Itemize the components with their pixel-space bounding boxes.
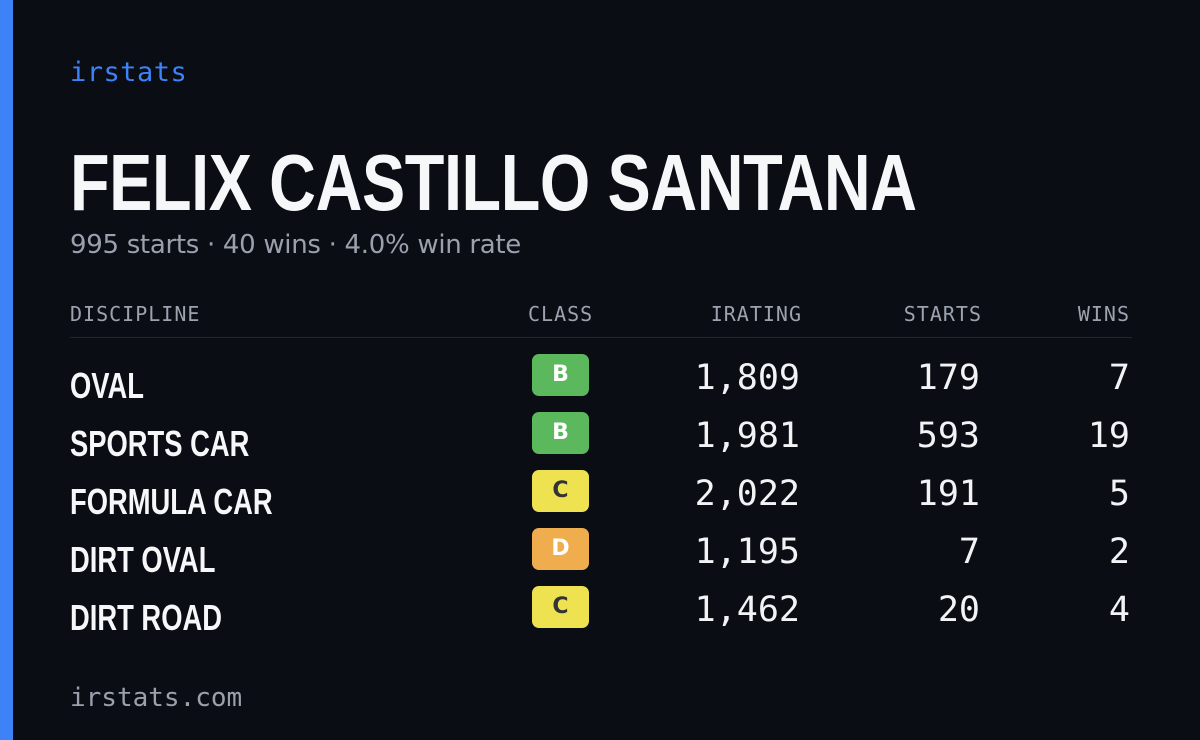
class-badge: D xyxy=(532,528,589,570)
player-name: FELIX CASTILLO SANTANA xyxy=(70,138,917,227)
irating-value: 1,809 xyxy=(694,358,800,398)
stats-table: OVAL B 1,809 179 7 SPORTS CAR B 1,981 59… xyxy=(70,352,1132,642)
header-discipline: DISCIPLINE xyxy=(70,302,201,326)
accent-bar xyxy=(0,0,13,740)
brand-logo-text: irstats xyxy=(70,57,188,88)
table-row: FORMULA CAR C 2,022 191 5 xyxy=(70,468,1132,526)
starts-value: 593 xyxy=(916,416,980,456)
header-class: CLASS xyxy=(528,302,594,326)
discipline-name: OVAL xyxy=(70,365,144,406)
player-summary: 995 starts · 40 wins · 4.0% win rate xyxy=(70,230,522,260)
wins-value: 4 xyxy=(1108,590,1130,630)
irating-value: 1,981 xyxy=(694,416,800,456)
table-row: SPORTS CAR B 1,981 593 19 xyxy=(70,410,1132,468)
discipline-name: FORMULA CAR xyxy=(70,481,273,522)
wins-value: 19 xyxy=(1087,416,1130,456)
table-header: DISCIPLINE CLASS IRATING STARTS WINS xyxy=(70,300,1132,330)
irating-value: 2,022 xyxy=(694,474,800,514)
starts-value: 179 xyxy=(916,358,980,398)
starts-value: 7 xyxy=(958,532,980,572)
class-badge: C xyxy=(532,586,589,628)
wins-value: 7 xyxy=(1108,358,1130,398)
table-row: DIRT ROAD C 1,462 20 4 xyxy=(70,584,1132,642)
header-wins: WINS xyxy=(1077,302,1130,326)
starts-value: 191 xyxy=(916,474,980,514)
irating-value: 1,195 xyxy=(694,532,800,572)
class-badge: B xyxy=(532,412,589,454)
discipline-name: DIRT ROAD xyxy=(70,597,222,638)
discipline-name: SPORTS CAR xyxy=(70,423,250,464)
table-row: DIRT OVAL D 1,195 7 2 xyxy=(70,526,1132,584)
wins-value: 5 xyxy=(1108,474,1130,514)
header-starts: STARTS xyxy=(903,302,982,326)
footer-site-url: irstats.com xyxy=(70,683,243,713)
wins-value: 2 xyxy=(1108,532,1130,572)
class-badge: B xyxy=(532,354,589,396)
header-irating: IRATING xyxy=(710,302,802,326)
header-divider xyxy=(70,337,1132,338)
irating-value: 1,462 xyxy=(694,590,800,630)
class-badge: C xyxy=(532,470,589,512)
starts-value: 20 xyxy=(937,590,980,630)
table-row: OVAL B 1,809 179 7 xyxy=(70,352,1132,410)
discipline-name: DIRT OVAL xyxy=(70,539,216,580)
